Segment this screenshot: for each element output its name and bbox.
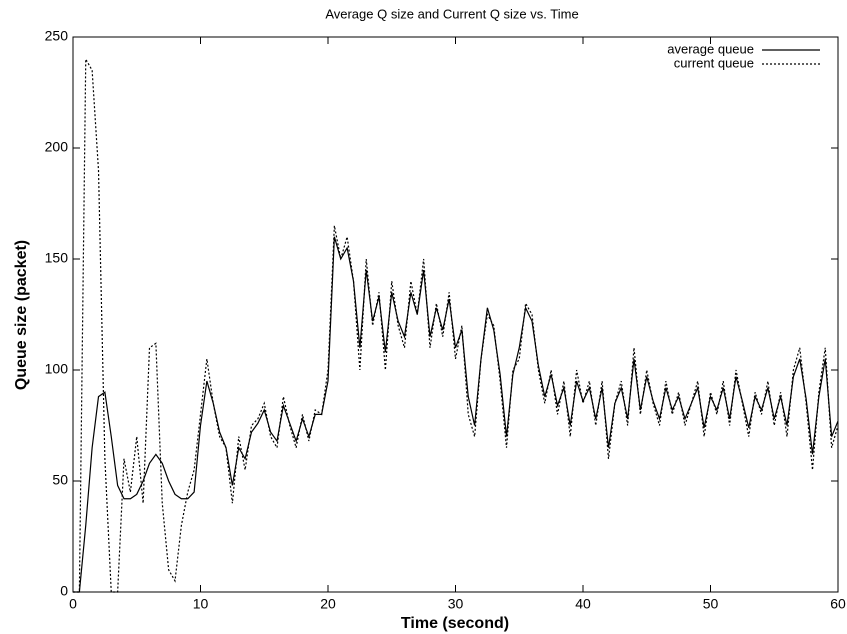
y-tick-label: 150 (45, 250, 69, 266)
x-tick-label: 30 (448, 596, 464, 612)
x-tick-label: 0 (69, 596, 77, 612)
plot-frame (72, 36, 839, 593)
y-tick-label: 0 (60, 583, 68, 599)
y-axis-label: Queue size (packet) (13, 240, 30, 390)
legend-text: current queue (674, 55, 754, 70)
y-tick-label: 200 (45, 139, 69, 155)
series-line (73, 56, 839, 593)
x-tick-label: 20 (320, 596, 336, 612)
x-tick-label: 10 (193, 596, 209, 612)
y-tick-label: 250 (45, 28, 69, 44)
x-tick-label: 60 (830, 596, 846, 612)
y-tick-label: 50 (52, 472, 68, 488)
x-axis-label: Time (second) (401, 615, 509, 632)
legend-text: average queue (667, 41, 754, 56)
x-tick-label: 40 (575, 596, 591, 612)
y-tick-label: 100 (45, 361, 69, 377)
series-line (73, 236, 839, 593)
chart-title: Average Q size and Current Q size vs. Ti… (325, 6, 578, 21)
x-tick-label: 50 (703, 596, 719, 612)
